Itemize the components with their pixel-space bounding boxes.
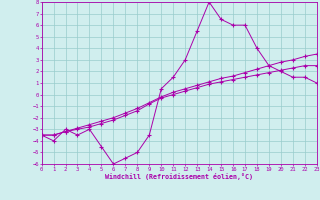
X-axis label: Windchill (Refroidissement éolien,°C): Windchill (Refroidissement éolien,°C)	[105, 173, 253, 180]
